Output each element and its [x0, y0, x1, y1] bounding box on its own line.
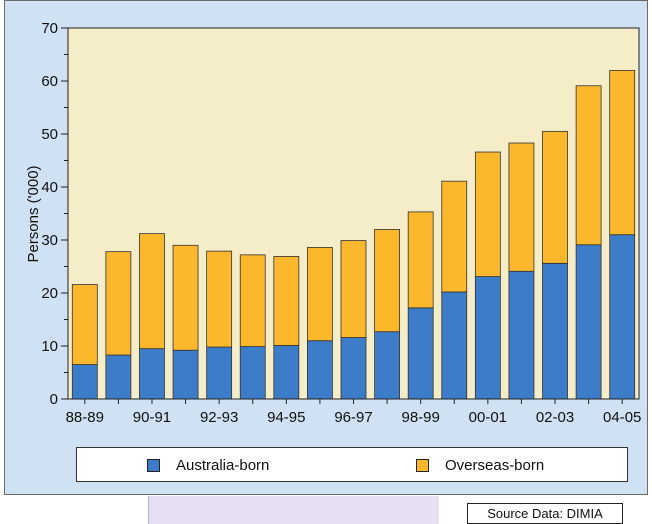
legend-swatch-australia-born — [147, 459, 160, 472]
background-strip — [148, 496, 439, 524]
legend: Australia-born Overseas-born — [76, 447, 628, 482]
bar-overseas-born-95-96 — [307, 247, 333, 342]
bar-australia-born-93-94 — [239, 346, 266, 400]
bar-overseas-born-93-94 — [239, 254, 266, 347]
bar-overseas-born-03-04 — [575, 85, 602, 246]
y-tick-label-20: 20 — [41, 285, 58, 302]
bar-overseas-born-99-00 — [441, 180, 468, 293]
bar-australia-born-98-99 — [407, 307, 434, 400]
bar-overseas-born-02-03 — [542, 130, 568, 264]
x-tick-label-96-97: 96-97 — [334, 409, 372, 426]
bar-australia-born-96-97 — [340, 337, 367, 400]
bar-overseas-born-01-02 — [508, 142, 535, 272]
bar-australia-born-91-92 — [172, 349, 199, 400]
x-tick-label-92-93: 92-93 — [200, 409, 238, 426]
bar-australia-born-90-91 — [139, 348, 165, 400]
y-tick-label-70: 70 — [41, 20, 58, 37]
bar-australia-born-04-05 — [609, 234, 636, 400]
x-tick-label-02-03: 02-03 — [536, 409, 574, 426]
axes: 0 10 20 30 40 50 60 70 88-89 90-91 92-93 94-95 96-97… — [41, 20, 641, 426]
y-axis-label: Persons ('000) — [25, 165, 42, 262]
bar-australia-born-01-02 — [508, 270, 535, 400]
bars — [71, 70, 636, 400]
x-tick-label-98-99: 98-99 — [401, 409, 439, 426]
bar-overseas-born-98-99 — [407, 211, 434, 309]
legend-item-overseas-born: Overseas-born — [416, 457, 544, 474]
bar-australia-born-03-04 — [575, 244, 602, 400]
bar-australia-born-95-96 — [307, 340, 333, 400]
y-tick-label-60: 60 — [41, 73, 58, 90]
legend-label-overseas-born: Overseas-born — [445, 457, 545, 474]
bar-australia-born-89-90 — [105, 354, 132, 400]
legend-swatch-overseas-born — [416, 459, 429, 472]
bar-overseas-born-94-95 — [273, 256, 300, 346]
source-note: Source Data: DIMIA — [467, 503, 623, 524]
x-tick-label-04-05: 04-05 — [603, 409, 641, 426]
y-tick-label-30: 30 — [41, 232, 58, 249]
y-tick-label-40: 40 — [41, 179, 58, 196]
bar-australia-born-99-00 — [441, 291, 468, 400]
legend-label-australia-born: Australia-born — [176, 457, 270, 474]
bar-overseas-born-89-90 — [105, 251, 132, 356]
x-tick-label-94-95: 94-95 — [267, 409, 305, 426]
bar-australia-born-00-01 — [474, 276, 501, 400]
bar-australia-born-92-93 — [206, 346, 233, 400]
bar-australia-born-88-89 — [71, 364, 98, 400]
y-tick-label-0: 0 — [50, 391, 58, 408]
y-tick-label-50: 50 — [41, 126, 58, 143]
x-tick-label-88-89: 88-89 — [66, 409, 104, 426]
x-tick-label-90-91: 90-91 — [133, 409, 171, 426]
bar-overseas-born-92-93 — [206, 250, 233, 348]
bar-australia-born-02-03 — [542, 262, 568, 400]
y-tick-label-10: 10 — [41, 338, 58, 355]
legend-item-australia-born: Australia-born — [147, 457, 269, 474]
bar-overseas-born-88-89 — [71, 284, 98, 365]
x-tick-label-00-01: 00-01 — [469, 409, 507, 426]
bar-overseas-born-97-98 — [374, 228, 400, 333]
bar-overseas-born-90-91 — [139, 233, 165, 350]
bar-overseas-born-00-01 — [474, 151, 501, 277]
bar-overseas-born-91-92 — [172, 244, 199, 351]
bar-australia-born-94-95 — [273, 345, 300, 400]
bar-overseas-born-04-05 — [609, 70, 636, 236]
bar-australia-born-97-98 — [374, 331, 400, 400]
bar-overseas-born-96-97 — [340, 240, 367, 338]
